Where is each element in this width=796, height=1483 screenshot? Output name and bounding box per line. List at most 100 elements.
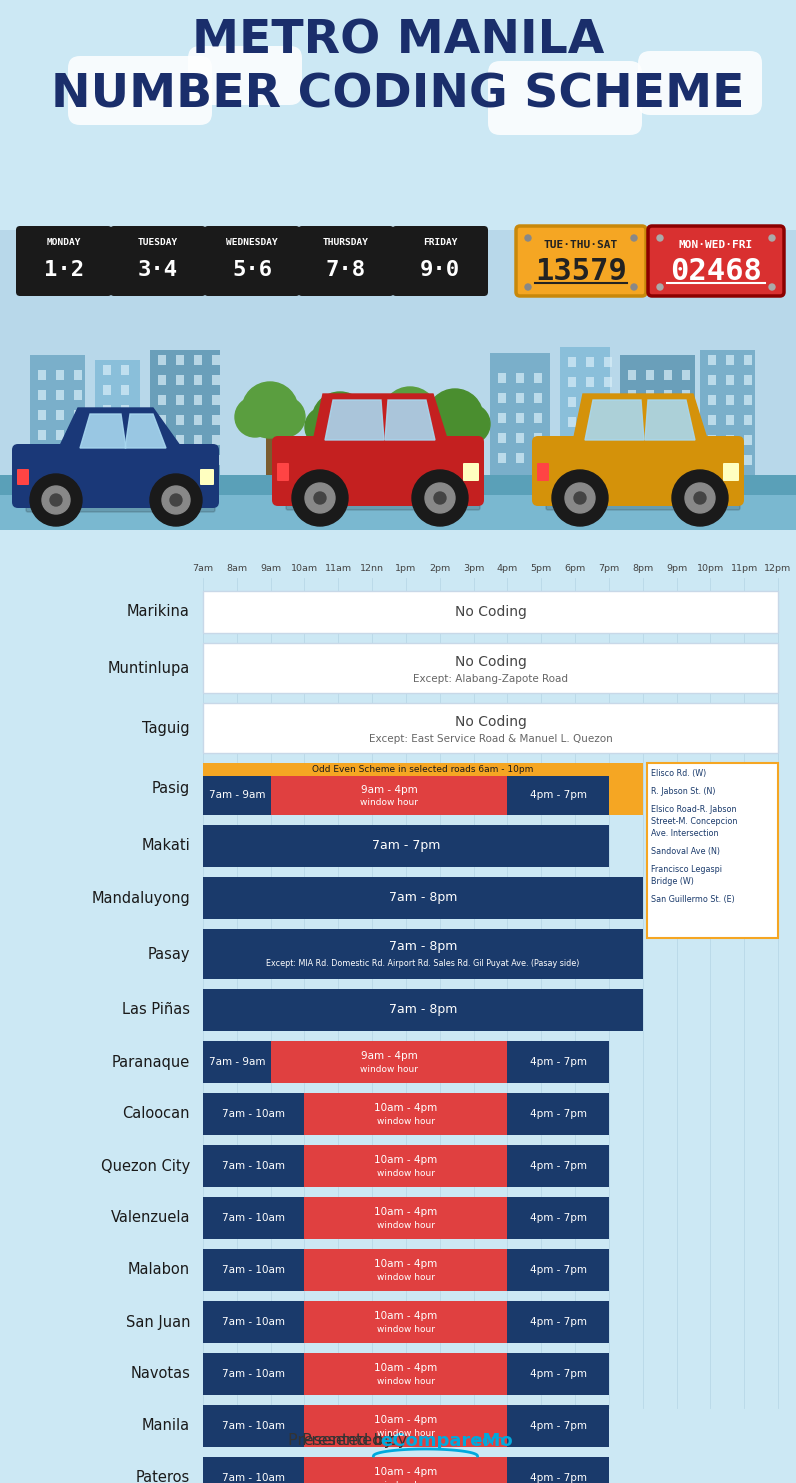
Circle shape: [427, 389, 483, 445]
Bar: [744, 455, 752, 466]
Bar: [56, 430, 64, 440]
Bar: [74, 430, 82, 440]
Text: 1pm: 1pm: [396, 564, 416, 572]
Bar: [498, 452, 506, 463]
Bar: [498, 374, 506, 383]
Bar: [406, 440, 414, 480]
Text: Pasay: Pasay: [147, 946, 190, 961]
Bar: [507, 1352, 609, 1396]
Bar: [744, 375, 752, 386]
Bar: [121, 386, 129, 394]
Text: 7am - 10am: 7am - 10am: [222, 1265, 285, 1275]
Circle shape: [30, 475, 82, 526]
Bar: [568, 457, 576, 467]
Bar: [0, 475, 796, 495]
Bar: [203, 1197, 305, 1238]
Text: Except: East Service Road & Manuel L. Quezon: Except: East Service Road & Manuel L. Qu…: [369, 734, 612, 744]
Bar: [604, 397, 612, 406]
Bar: [516, 393, 524, 403]
Text: Elisco Rd. (W): Elisco Rd. (W): [650, 770, 706, 779]
Text: Bridge (W): Bridge (W): [650, 876, 693, 885]
Text: 9am - 4pm: 9am - 4pm: [361, 1050, 417, 1060]
Bar: [708, 394, 716, 405]
Circle shape: [525, 234, 531, 242]
Bar: [38, 369, 46, 380]
Text: 12pm: 12pm: [764, 564, 792, 572]
Bar: [604, 417, 612, 427]
FancyBboxPatch shape: [272, 436, 484, 506]
Bar: [158, 435, 166, 445]
FancyBboxPatch shape: [298, 225, 394, 297]
Bar: [203, 776, 271, 816]
Bar: [586, 437, 594, 446]
Bar: [203, 1093, 305, 1134]
Bar: [744, 415, 752, 426]
Text: R. Jabson St. (N): R. Jabson St. (N): [650, 787, 715, 796]
Bar: [534, 433, 542, 443]
Bar: [336, 445, 344, 485]
Bar: [56, 409, 64, 420]
Text: 10am - 4pm: 10am - 4pm: [374, 1207, 438, 1216]
Bar: [516, 452, 524, 463]
Text: Manila: Manila: [142, 1419, 190, 1434]
Circle shape: [694, 492, 706, 504]
Bar: [498, 412, 506, 423]
Bar: [507, 1404, 609, 1447]
Bar: [490, 353, 550, 478]
FancyBboxPatch shape: [537, 463, 549, 480]
Bar: [586, 377, 594, 387]
Bar: [74, 369, 82, 380]
Bar: [726, 394, 734, 405]
Bar: [744, 394, 752, 405]
Bar: [744, 354, 752, 365]
FancyBboxPatch shape: [648, 225, 784, 297]
Text: METRO MANILA: METRO MANILA: [192, 18, 604, 62]
Text: 7am - 9am: 7am - 9am: [209, 1057, 265, 1066]
Text: 10pm: 10pm: [696, 564, 724, 572]
Bar: [194, 354, 202, 365]
Text: 6pm: 6pm: [564, 564, 586, 572]
Bar: [212, 435, 220, 445]
Circle shape: [305, 406, 345, 446]
Bar: [176, 354, 184, 365]
Polygon shape: [325, 400, 384, 440]
Text: window hour: window hour: [377, 1324, 435, 1335]
Circle shape: [382, 387, 438, 443]
Text: 4pm - 7pm: 4pm - 7pm: [529, 1161, 587, 1172]
Text: Navotas: Navotas: [130, 1366, 190, 1382]
Bar: [203, 592, 778, 633]
Bar: [203, 1145, 305, 1186]
Bar: [507, 1145, 609, 1186]
Circle shape: [450, 403, 490, 443]
Text: eCompareMo: eCompareMo: [380, 1433, 513, 1450]
Text: FRIDAY: FRIDAY: [423, 237, 457, 248]
FancyBboxPatch shape: [488, 61, 642, 135]
Bar: [212, 354, 220, 365]
Text: San Juan: San Juan: [126, 1314, 190, 1329]
Bar: [0, 230, 796, 529]
Circle shape: [631, 234, 637, 242]
Bar: [121, 365, 129, 375]
Bar: [646, 409, 654, 420]
Bar: [212, 394, 220, 405]
Bar: [121, 405, 129, 415]
Bar: [158, 415, 166, 426]
Text: San Guillermo St. (E): San Guillermo St. (E): [650, 896, 735, 905]
Text: 7·8: 7·8: [326, 260, 366, 280]
Bar: [708, 354, 716, 365]
Text: 9am: 9am: [260, 564, 281, 572]
Bar: [158, 394, 166, 405]
Bar: [203, 928, 642, 979]
Text: 7am - 10am: 7am - 10am: [222, 1109, 285, 1120]
Bar: [38, 390, 46, 400]
Circle shape: [657, 285, 663, 291]
Bar: [74, 390, 82, 400]
Bar: [568, 357, 576, 366]
FancyBboxPatch shape: [277, 463, 289, 480]
Circle shape: [242, 383, 298, 437]
Text: 7am - 10am: 7am - 10am: [222, 1421, 285, 1431]
Bar: [150, 350, 220, 480]
Bar: [305, 1404, 507, 1447]
Bar: [451, 442, 459, 482]
Bar: [0, 495, 796, 529]
